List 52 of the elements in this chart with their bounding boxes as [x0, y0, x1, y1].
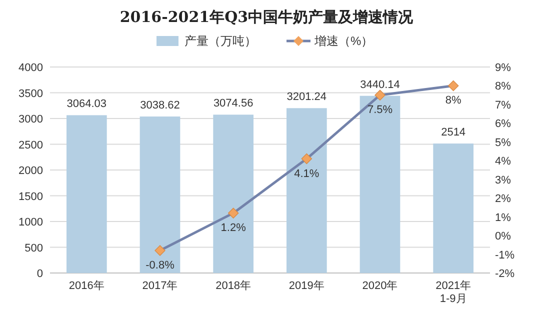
legend-label: 增速（%）: [314, 34, 374, 48]
x-tick-label: 2016年: [68, 280, 104, 292]
chart-title: 2016-2021年Q3中国牛奶产量及增速情况: [120, 8, 414, 26]
point: [448, 80, 459, 92]
bar: [433, 144, 474, 273]
y-tick-label: 3500: [18, 88, 43, 100]
legend-label: 产量（万吨）: [184, 34, 256, 48]
bar: [140, 116, 180, 273]
y2-tick-label: 4%: [495, 156, 512, 168]
x-tick-label: 2020年: [362, 280, 398, 292]
data-label: 1.2%: [220, 222, 246, 234]
data-label: 3201.24: [286, 91, 327, 104]
bar: [213, 114, 254, 273]
y-tick-label: 4000: [18, 62, 43, 74]
bar: [360, 96, 400, 273]
data-label: 2514: [441, 126, 466, 139]
y2-tick-label: 5%: [495, 136, 512, 149]
x-tick-label: 2017年: [142, 280, 178, 292]
y-tick-label: 3000: [18, 114, 43, 126]
y2-tick-label: -2%: [495, 268, 515, 280]
point: [228, 208, 239, 218]
y2-tick-label: 9%: [495, 62, 512, 74]
y-tick-label: 2000: [18, 165, 43, 177]
y2-tick-label: 6%: [495, 118, 512, 130]
data-label: 3038.62: [140, 100, 180, 112]
y2-tick-label: 2%: [495, 193, 512, 206]
y2-tick-label: 1%: [495, 212, 512, 224]
data-label: 4.1%: [294, 168, 320, 180]
x-tick-label: 2018年: [216, 280, 252, 292]
point: [374, 90, 386, 100]
data-label: 3064.03: [66, 98, 107, 110]
data-label: 8%: [445, 94, 462, 107]
y2-tick-label: -1%: [495, 249, 515, 262]
y2-tick-label: 7%: [495, 99, 512, 112]
y-tick-label: 0: [36, 268, 43, 280]
bar: [286, 108, 327, 273]
data-label: 7.5%: [367, 104, 393, 116]
bar: [66, 115, 107, 273]
y2-tick-label: 0%: [495, 230, 512, 243]
x-tick-label: 2019年: [288, 280, 324, 292]
data-label: 3074.56: [213, 98, 254, 110]
data-label: -0.8%: [146, 260, 175, 272]
y-tick-label: 1000: [18, 216, 43, 228]
y-tick-label: 500: [24, 242, 43, 254]
x-tick-label: 2021年1-9月: [436, 280, 472, 305]
y-tick-label: 1500: [18, 190, 43, 203]
y-tick-label: 2500: [18, 139, 43, 152]
point: [301, 153, 312, 164]
data-label: 3440.14: [360, 78, 400, 91]
point: [154, 245, 166, 256]
y2-tick-label: 3%: [495, 174, 512, 186]
y2-tick-label: 8%: [495, 80, 512, 93]
